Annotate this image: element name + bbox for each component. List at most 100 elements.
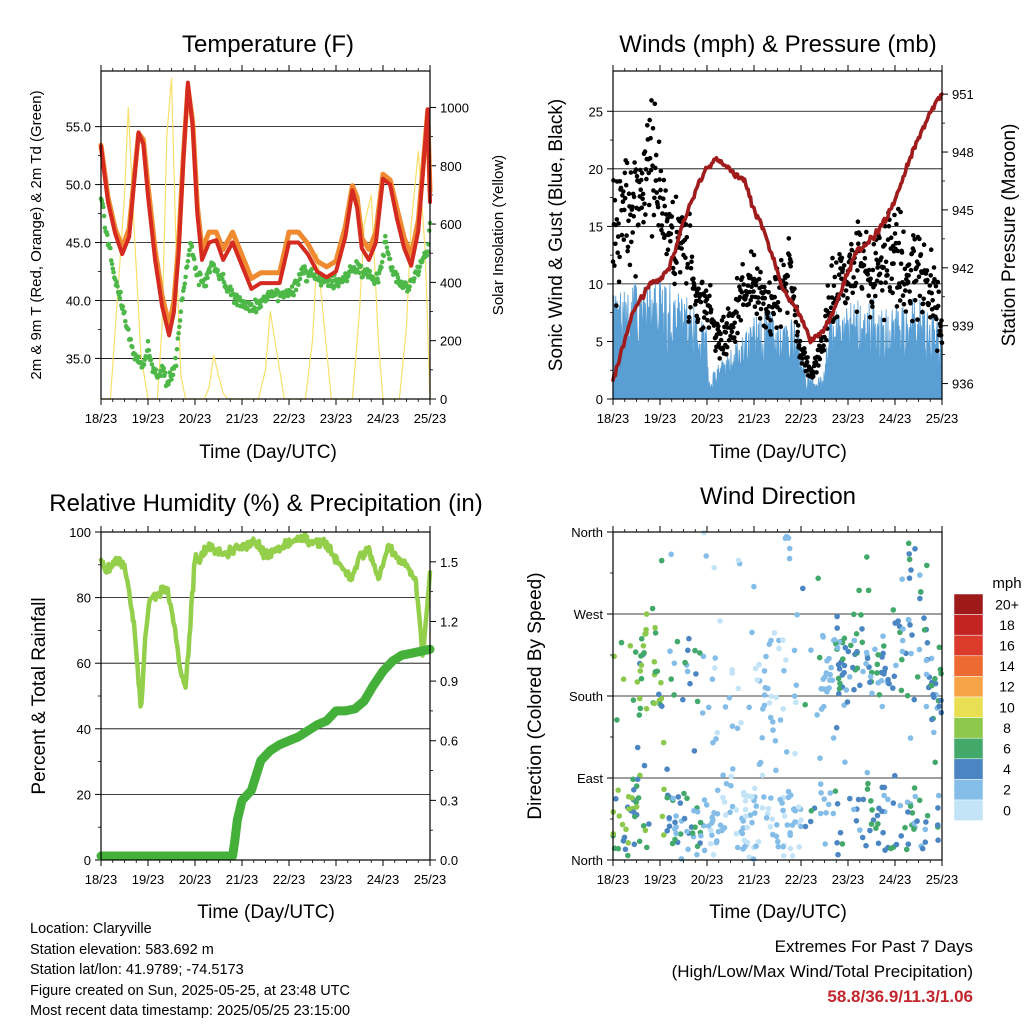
gust-point xyxy=(783,281,789,287)
gust-point xyxy=(908,267,914,273)
gust-point xyxy=(825,283,831,288)
direction-point xyxy=(833,724,840,731)
direction-point xyxy=(875,840,882,847)
direction-point xyxy=(874,812,881,819)
direction-point xyxy=(705,704,712,711)
legend-swatch xyxy=(953,696,984,718)
direction-point xyxy=(694,698,701,705)
station-latlon: Station lat/lon: 41.9789; -74.5173 xyxy=(30,962,244,978)
gust-point xyxy=(683,222,689,227)
direction-point xyxy=(867,679,873,686)
direction-point xyxy=(713,736,719,742)
legend-swatch xyxy=(953,717,984,739)
gust-point xyxy=(652,195,657,201)
gust-point xyxy=(662,203,667,209)
humidity-xtick-label: 22/23 xyxy=(273,872,306,887)
direction-point xyxy=(643,705,650,712)
direction-point xyxy=(738,828,744,835)
direction-point xyxy=(721,799,728,805)
direction-point xyxy=(899,576,905,582)
gust-point xyxy=(626,218,631,224)
gust-point xyxy=(748,249,754,254)
direction-point xyxy=(873,825,879,831)
direction-point xyxy=(899,648,906,655)
gust-point xyxy=(695,316,701,322)
gust-point xyxy=(747,289,753,295)
direction-point xyxy=(672,819,678,826)
direction-point xyxy=(656,691,662,698)
gust-point xyxy=(752,304,758,310)
gust-point xyxy=(843,300,848,306)
direction-point xyxy=(807,818,814,825)
direction-point xyxy=(766,700,773,706)
gust-point xyxy=(855,219,861,224)
gust-point xyxy=(841,293,846,298)
gust-point xyxy=(692,286,698,292)
direction-plot-frame xyxy=(612,531,943,861)
gust-point xyxy=(639,170,645,176)
direction-point xyxy=(905,809,911,815)
dewpoint-point xyxy=(177,318,183,323)
gust-point xyxy=(768,332,774,337)
direction-point xyxy=(637,705,644,712)
gust-point xyxy=(698,299,704,305)
gust-point xyxy=(872,282,878,288)
gust-point xyxy=(762,284,767,290)
direction-point xyxy=(908,650,914,657)
direction-point xyxy=(638,636,645,642)
gust-point xyxy=(889,276,894,282)
temperature-plot-frame xyxy=(100,70,431,400)
direction-point xyxy=(835,675,842,682)
gust-point xyxy=(645,123,650,128)
humidity-y2tick-label: 0.3 xyxy=(440,793,458,808)
gust-point xyxy=(740,275,745,280)
gust-point xyxy=(930,298,935,303)
gust-point xyxy=(929,290,934,296)
dewpoint-point xyxy=(120,304,126,309)
direction-point xyxy=(674,638,681,645)
direction-point xyxy=(864,786,871,792)
gust-point xyxy=(737,294,743,300)
gust-point xyxy=(786,236,792,241)
gust-point xyxy=(732,320,737,326)
gust-point xyxy=(718,331,723,337)
gust-point xyxy=(745,283,751,288)
direction-point xyxy=(709,676,716,682)
direction-point xyxy=(908,567,914,573)
gust-point xyxy=(927,283,933,288)
gust-point xyxy=(915,317,920,322)
sonic-wind-area xyxy=(612,279,943,400)
direction-point xyxy=(652,669,659,675)
dewpoint-point xyxy=(174,346,180,352)
direction-point xyxy=(694,851,700,858)
direction-point xyxy=(681,815,688,822)
recent-timestamp: Most recent data timestamp: 2025/05/25 2… xyxy=(30,1003,351,1019)
gust-point xyxy=(641,219,646,225)
direction-point xyxy=(869,807,875,813)
direction-point xyxy=(789,853,796,859)
direction-point xyxy=(694,843,701,850)
winds-panel: Winds (mph) & Pressure (mb) Time (Day/UT… xyxy=(546,31,1020,463)
direction-point xyxy=(729,803,736,810)
dewpoint-point xyxy=(108,258,114,263)
direction-point xyxy=(867,673,874,680)
direction-point xyxy=(859,626,865,632)
direction-point xyxy=(746,854,752,860)
direction-point xyxy=(846,674,853,680)
direction-point xyxy=(935,837,941,843)
gust-point xyxy=(716,341,722,347)
direction-point xyxy=(834,801,841,807)
gust-point xyxy=(821,343,826,348)
gust-point xyxy=(661,177,667,183)
temperature-y2tick-label: 200 xyxy=(440,334,462,349)
direction-point xyxy=(798,823,804,830)
direction-xtick-label: 20/23 xyxy=(691,872,724,887)
gust-point xyxy=(626,191,632,196)
gust-point xyxy=(736,314,741,320)
gust-point xyxy=(670,199,675,205)
gust-point xyxy=(817,356,823,362)
direction-point xyxy=(661,832,667,838)
direction-ytick-label: East xyxy=(577,771,603,786)
gust-point xyxy=(629,239,634,245)
direction-point xyxy=(881,784,888,791)
